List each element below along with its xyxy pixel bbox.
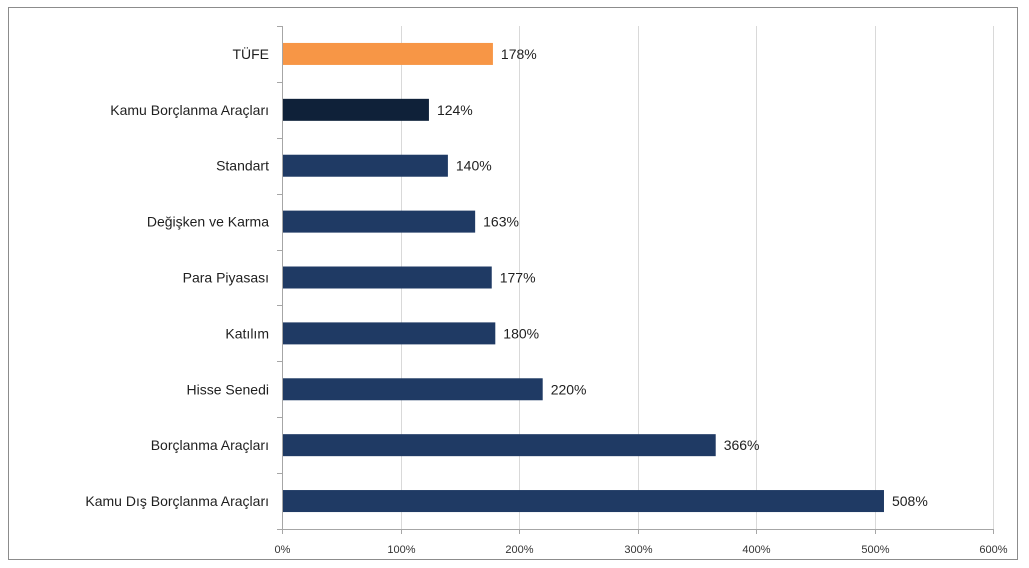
labels: 0% 100% 200% 300% 400% 500% 600% TÜFE 178% Kamu B…: [85, 45, 1007, 556]
category-label: Kamu Dış Borçlanma Araçları: [85, 493, 269, 509]
data-label: 177%: [500, 270, 536, 286]
x-tick-label: 100%: [387, 544, 415, 556]
bar: [283, 42, 493, 65]
x-tick-label: 400%: [742, 544, 770, 556]
category-label: Katılım: [225, 325, 269, 341]
chart-frame: 0% 100% 200% 300% 400% 500% 600% TÜFE 178% Kamu B…: [8, 7, 1018, 560]
x-tick-label: 600%: [979, 544, 1007, 556]
data-label: 140%: [456, 158, 492, 174]
category-label: Para Piyasası: [183, 270, 269, 286]
category-label: Standart: [216, 158, 269, 174]
category-label: Kamu Borçlanma Araçları: [110, 102, 269, 118]
x-tick-label: 500%: [861, 544, 889, 556]
x-tick-label: 200%: [505, 544, 533, 556]
data-label: 180%: [503, 325, 539, 341]
bar: [283, 378, 543, 401]
bar: [283, 210, 476, 233]
bar: [283, 154, 448, 177]
data-label: 508%: [892, 493, 928, 509]
data-label: 178%: [501, 46, 537, 62]
data-label: 366%: [724, 437, 760, 453]
data-label: 124%: [437, 102, 473, 118]
bar: [283, 490, 884, 513]
category-label: Hisse Senedi: [187, 381, 270, 397]
data-label: 220%: [551, 381, 587, 397]
category-label: Borçlanma Araçları: [151, 437, 269, 453]
bar: [283, 266, 492, 289]
bar-chart: 0% 100% 200% 300% 400% 500% 600% TÜFE 178% Kamu B…: [85, 26, 1008, 556]
category-label: Değişken ve Karma: [147, 214, 269, 230]
bar: [283, 322, 496, 345]
x-tick-label: 0%: [275, 544, 291, 556]
data-label: 163%: [483, 214, 519, 230]
axes: [277, 26, 994, 534]
category-label: TÜFE: [232, 45, 269, 62]
bars: [283, 42, 884, 513]
bar: [283, 98, 429, 121]
x-tick-label: 300%: [624, 544, 652, 556]
bar: [283, 434, 716, 457]
